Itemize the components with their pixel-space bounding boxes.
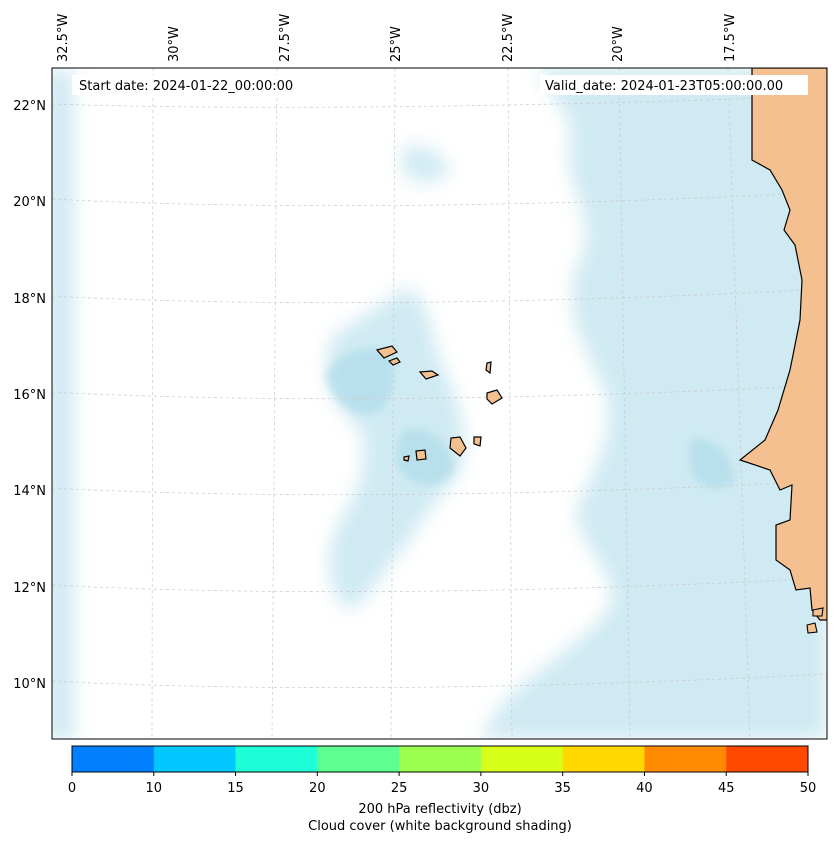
africa-coast [738, 68, 827, 621]
colorbar-tick-label: 15 [227, 781, 244, 796]
colorbar-segment [562, 746, 645, 772]
island-maio [473, 436, 482, 447]
valid-date-label: Valid_date: 2024-01-23T05:00:00.00 [545, 79, 783, 94]
lon-label: 32.5°W [56, 14, 71, 62]
lon-label: 20°W [611, 26, 626, 62]
lat-label: 10°N [13, 677, 46, 692]
colorbar-segment [644, 746, 727, 772]
colorbar-tick-label: 45 [718, 781, 735, 796]
colorbar-tick-label: 35 [554, 781, 571, 796]
coastal-islands [806, 607, 824, 634]
colorbar-tick-label: 10 [146, 781, 163, 796]
island-fogo [415, 449, 427, 461]
colorbar-label: 200 hPa reflectivity (dbz) [358, 802, 521, 817]
island-boa-vista [486, 389, 503, 405]
colorbar-tick-label: 50 [800, 781, 817, 796]
colorbar-tick-label: 30 [473, 781, 490, 796]
colorbar-tick-label: 0 [68, 781, 76, 796]
island-sal [485, 361, 492, 375]
lat-label: 16°N [13, 388, 46, 403]
colorbar-segment [480, 746, 564, 772]
lat-label: 22°N [13, 99, 46, 114]
colorbar-sublabel: Cloud cover (white background shading) [308, 819, 572, 834]
cape-verde-islands [375, 345, 503, 462]
graticule-lines [52, 68, 827, 739]
island-sao-vicente [387, 357, 401, 366]
colorbar-segment [153, 746, 237, 772]
lon-label: 25°W [389, 26, 404, 62]
start-date-label: Start date: 2024-01-22_00:00:00 [79, 79, 293, 94]
colorbar-segment [235, 746, 318, 772]
africa-land [738, 68, 827, 621]
valid-date-box [540, 75, 808, 95]
lon-label: 27.5°W [278, 14, 293, 62]
colorbar-frame [71, 745, 809, 773]
colorbar-tick-label: 25 [391, 781, 408, 796]
lon-label: 30°W [167, 26, 182, 62]
colorbar-segment [72, 746, 155, 772]
map-frame [51, 67, 828, 740]
colorbar-tick-label: 20 [309, 781, 326, 796]
colorbar-segment [317, 746, 400, 772]
start-date-box [72, 75, 312, 95]
island-brava [403, 455, 410, 462]
colorbar-segment [399, 746, 482, 772]
lat-label: 18°N [13, 292, 46, 307]
latitude-labels: 22°N 20°N 18°N 16°N 14°N 12°N 10°N [13, 99, 46, 692]
longitude-labels: 32.5°W 30°W 27.5°W 25°W 22.5°W 20°W 17.5… [56, 14, 738, 62]
lon-label: 22.5°W [501, 14, 516, 62]
lat-label: 14°N [13, 484, 46, 499]
island-santiago [449, 436, 467, 457]
island-sao-nicolau [418, 370, 440, 380]
lat-label: 12°N [13, 581, 46, 596]
cloud-cover-shading [52, 68, 827, 739]
island-santo-antao [375, 345, 398, 359]
colorbar: 0 10 15 20 25 30 35 40 45 50 200 hPa reflectivity… [68, 745, 817, 834]
lat-label: 20°N [13, 195, 46, 210]
lon-label: 17.5°W [723, 14, 738, 62]
colorbar-tick-label: 40 [636, 781, 653, 796]
colorbar-segment [726, 746, 809, 772]
